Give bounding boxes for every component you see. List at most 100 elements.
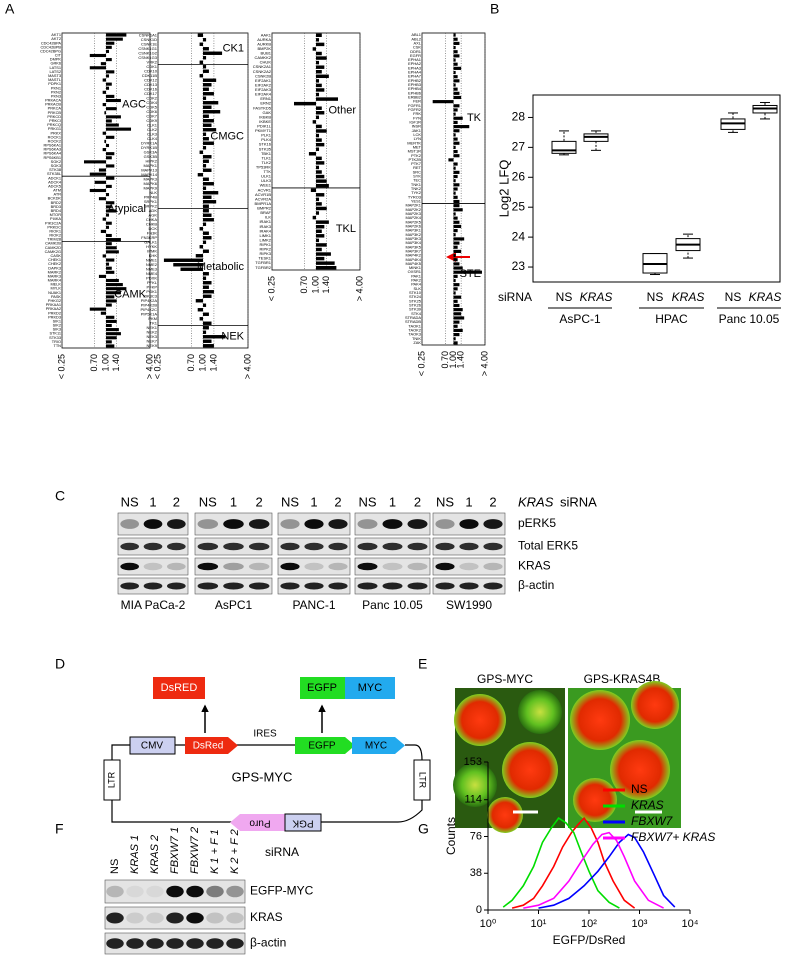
bar (106, 323, 112, 328)
kinase-label: STK39 (409, 307, 421, 312)
histogram-line (538, 833, 676, 909)
bar (453, 195, 458, 199)
legend-label: FBXW7 (631, 814, 674, 828)
band (328, 519, 348, 529)
row-label: β-actin (250, 936, 286, 950)
bar (316, 183, 329, 188)
kinase-label: CDK13 (144, 82, 158, 87)
kinase-label: DAPK3 (48, 265, 61, 270)
band (280, 562, 300, 571)
y-axis-label: Counts (444, 817, 458, 855)
kinase-label: ERN2 (260, 101, 271, 106)
band (435, 562, 455, 571)
bar (453, 66, 462, 70)
kinase-label: MASTL (48, 77, 62, 82)
kinase-label: EIF2AK2 (255, 82, 272, 87)
lane-label: NS (109, 859, 121, 874)
bar (102, 90, 106, 94)
box (129, 736, 176, 755)
bar (106, 70, 115, 74)
y-tick-label: 26 (512, 169, 526, 183)
bar (453, 154, 460, 158)
box (284, 813, 322, 832)
bar (453, 70, 456, 75)
bar (203, 87, 209, 91)
bar (432, 100, 454, 104)
bar (453, 95, 462, 100)
bar (106, 41, 115, 45)
band (248, 519, 270, 529)
kinase-label: NME2 (146, 262, 158, 267)
bar (453, 162, 458, 166)
bar (203, 294, 212, 298)
bar (316, 206, 327, 211)
band (483, 542, 503, 551)
bar (453, 283, 460, 287)
bar (316, 106, 322, 110)
kinase-label: CAMK2B (45, 241, 61, 246)
kinase-label: DMPK (50, 57, 62, 62)
kinase-label: ROCK1 (48, 134, 61, 139)
band (146, 938, 164, 949)
kinase-label: EPHA7 (408, 74, 421, 79)
bar (203, 137, 209, 141)
lane-label: NS (281, 494, 299, 509)
histogram-line (502, 817, 620, 909)
label: EGFP (307, 682, 337, 694)
bar (316, 147, 320, 151)
kinase-label: RPS6KA1 (44, 143, 61, 148)
bar (316, 56, 327, 60)
bar (316, 51, 322, 56)
bar (203, 276, 207, 280)
lane-label: FBXW7 1 (169, 827, 181, 874)
kinase-label: PFKL (147, 280, 158, 285)
label: LTR (418, 772, 428, 789)
group-label: TK (467, 112, 482, 124)
bar (203, 218, 214, 222)
band (483, 562, 503, 571)
bar (106, 250, 119, 254)
kinase-label: CHKA (146, 217, 157, 222)
band (407, 542, 428, 551)
kinase-label: FASTKD5 (253, 105, 272, 110)
bar (203, 105, 212, 109)
bar (197, 308, 203, 312)
kinase-label: ULK3 (261, 178, 272, 183)
bar (197, 33, 203, 37)
kinase-label: MARK3 (48, 273, 61, 278)
kinase-label: IRAK3 (259, 224, 271, 229)
x-tick-label: < 0.25 (56, 354, 66, 379)
kinase-label: TK1 (150, 320, 158, 325)
bar (104, 111, 106, 115)
x-tick-label: 1.00 (310, 276, 320, 294)
band (106, 938, 124, 949)
band (167, 542, 186, 551)
band (304, 582, 324, 590)
kinase-label: EIF2AK3 (255, 87, 272, 92)
kinase-label: CDK17 (144, 91, 158, 96)
kinase-label: MAPK6 (143, 181, 157, 186)
kinase-label: ROCK2 (48, 138, 61, 143)
kinase-label: VRK2 (147, 59, 158, 64)
bar (453, 266, 463, 270)
kinase-label: RIPK2 (259, 247, 271, 252)
bar (316, 165, 320, 170)
bar (203, 83, 212, 87)
bar (453, 295, 462, 299)
kinase-label: PTK7 (411, 161, 421, 166)
band (382, 542, 403, 551)
label: EGFP (308, 741, 336, 752)
group-label: Atypical (107, 203, 146, 215)
kinase-label: PRKACB (45, 102, 61, 107)
x-tick-label: 10⁴ (682, 918, 699, 930)
x-tick-label: 1.00 (100, 354, 110, 372)
bar (453, 145, 456, 149)
kinase-label: CDK6 (146, 109, 157, 114)
bar (453, 125, 470, 129)
bar (453, 287, 458, 291)
plot-frame (532, 94, 781, 283)
bar (453, 50, 458, 54)
bar (89, 188, 106, 193)
kinase-label: PKN3 (51, 93, 61, 98)
